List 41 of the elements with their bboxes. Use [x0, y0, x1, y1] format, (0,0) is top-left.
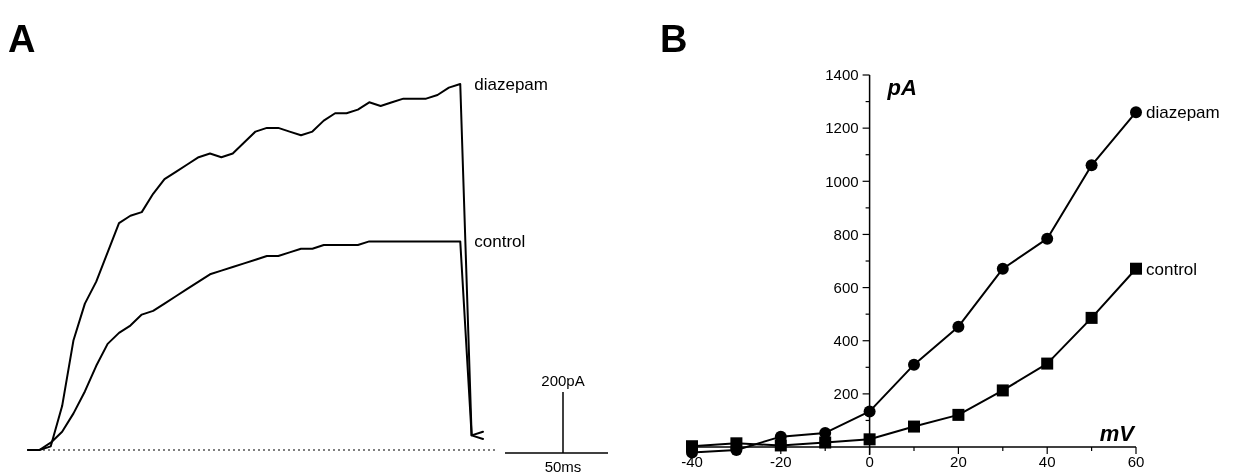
x-tick-label: 40	[1038, 453, 1056, 471]
series-label: diazepam	[1146, 103, 1220, 123]
point	[686, 440, 698, 453]
point	[996, 262, 1009, 275]
point	[819, 436, 832, 449]
series-label: control	[474, 232, 526, 252]
point	[908, 358, 920, 371]
point	[863, 433, 876, 446]
x-tick-label: 0	[865, 453, 874, 471]
point	[1041, 357, 1054, 370]
x-axis-title: mV	[1099, 421, 1137, 447]
point	[1130, 106, 1142, 119]
chart-title: A	[8, 18, 36, 60]
series-label: diazepam	[474, 74, 548, 94]
text: 50ms	[544, 458, 582, 473]
x-tick-label: -40	[681, 453, 703, 471]
point	[1085, 311, 1098, 324]
series-label: control	[1146, 259, 1198, 279]
y-tick-label: 1400	[825, 66, 859, 84]
y-tick-label: 400	[833, 331, 859, 349]
point	[908, 420, 920, 433]
point	[1130, 262, 1142, 275]
point	[1085, 159, 1098, 172]
x-tick-label: 60	[1127, 453, 1145, 471]
point	[952, 320, 965, 333]
y-tick-label: 600	[833, 278, 859, 296]
x-tick-label: -20	[769, 453, 792, 471]
y-tick-label: 1000	[825, 172, 859, 190]
text: 200pA	[541, 372, 585, 389]
x-tick-label: 20	[950, 453, 967, 471]
point	[730, 437, 743, 450]
y-tick-label: 200	[833, 385, 859, 403]
point	[996, 384, 1009, 397]
chart-title: B	[660, 18, 688, 60]
point	[863, 405, 876, 418]
y-tick-label: 800	[833, 225, 859, 243]
point	[774, 439, 787, 452]
y-axis-title: pA	[886, 75, 917, 100]
y-tick-label: 1200	[825, 119, 859, 137]
point	[1041, 232, 1054, 245]
point	[952, 408, 965, 421]
